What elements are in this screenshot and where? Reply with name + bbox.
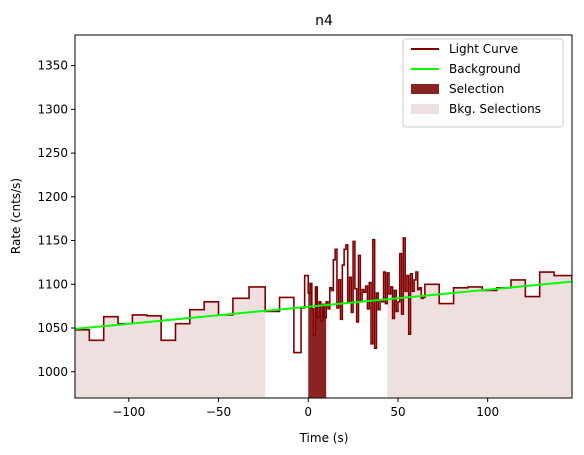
y-tick-label: 1300 — [37, 102, 68, 116]
selection-area — [308, 283, 327, 398]
y-tick-label: 1050 — [37, 321, 68, 335]
x-tick-label: −50 — [206, 405, 231, 419]
axes-frame — [74, 34, 573, 399]
y-tick-label: 1200 — [37, 190, 68, 204]
x-tick-label: 100 — [476, 405, 499, 419]
y-axis-label: Rate (cnts/s) — [9, 178, 23, 254]
light-curve-line — [75, 237, 572, 354]
y-tick-label: 1150 — [37, 234, 68, 248]
bkg-selection-area-1 — [387, 237, 572, 398]
background-line — [75, 280, 572, 330]
legend-label-1: Background — [449, 62, 521, 76]
y-tick-label: 1100 — [37, 277, 68, 291]
legend-swatch-3 — [411, 104, 439, 114]
legend-label-2: Selection — [449, 82, 504, 96]
legend-label-0: Light Curve — [449, 42, 518, 56]
y-tick-label: 1250 — [37, 146, 68, 160]
legend-box — [402, 38, 564, 128]
legend-swatch-2 — [411, 84, 439, 94]
x-axis-label: Time (s) — [299, 431, 349, 445]
axes: −100 −50 0 50 100 1000 1050 1100 1150 1200 1250 130… — [37, 34, 573, 419]
y-tick-label: 1000 — [37, 365, 68, 379]
y-tick-label: 1350 — [37, 59, 68, 73]
plot-content — [75, 237, 572, 398]
x-tick-label: −100 — [112, 405, 145, 419]
plot-area — [75, 237, 572, 398]
legend: Light Curve Background Selection Bkg. Selec… — [402, 38, 564, 128]
x-tick-label: 50 — [390, 405, 405, 419]
x-tick-label: 0 — [304, 405, 312, 419]
legend-label-3: Bkg. Selections — [449, 102, 541, 116]
chart-title: n4 — [315, 13, 333, 29]
